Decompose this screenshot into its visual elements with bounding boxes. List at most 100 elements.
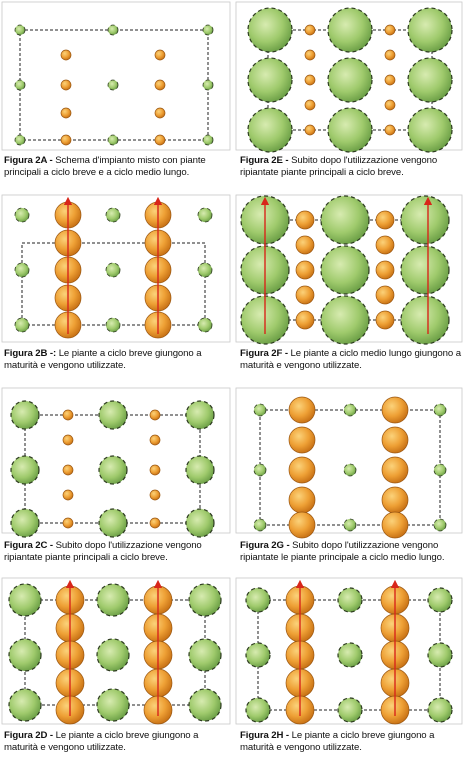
figure-label: Figura 2H - — [240, 730, 290, 741]
fruit-plant — [149, 517, 161, 529]
tree — [98, 400, 128, 430]
fruit-plant — [384, 24, 396, 36]
tree — [337, 697, 363, 723]
fruit-plant — [60, 79, 72, 91]
tree — [14, 24, 26, 36]
panel-frame — [1, 1, 231, 151]
tree — [197, 317, 213, 333]
fruit-plant — [288, 396, 316, 424]
tree — [247, 107, 293, 153]
tree — [400, 245, 450, 295]
tree — [96, 688, 130, 722]
plot-outline — [21, 242, 206, 326]
tree — [433, 463, 447, 477]
fruit-plant — [375, 235, 395, 255]
tree — [337, 642, 363, 668]
tree — [343, 463, 357, 477]
tree — [14, 207, 30, 223]
tree — [407, 57, 453, 103]
tree — [247, 57, 293, 103]
caption: Figura 2H - Le piante a ciclo breve giun… — [240, 730, 462, 754]
figure-label: Figura 2E - — [240, 155, 289, 166]
panel-frame — [1, 577, 231, 725]
figure-label: Figura 2D - — [4, 730, 54, 741]
tree — [188, 583, 222, 617]
tree — [247, 7, 293, 53]
fruit-plant — [375, 310, 395, 330]
fruit-plant — [381, 396, 409, 424]
fruit-plant — [295, 210, 315, 230]
fruit-plant — [149, 464, 161, 476]
fruit-plant — [375, 260, 395, 280]
fruit-plant — [60, 134, 72, 146]
caption: Figura 2B -: Le piante a ciclo breve giu… — [4, 348, 232, 372]
fruit-plant — [288, 511, 316, 539]
tree — [433, 403, 447, 417]
fruit-plant — [295, 310, 315, 330]
tree — [185, 455, 215, 485]
tree — [10, 455, 40, 485]
tree — [245, 697, 271, 723]
fruit-plant — [62, 464, 74, 476]
tree — [327, 57, 373, 103]
tree — [427, 697, 453, 723]
fruit-plant — [288, 486, 316, 514]
fruit-plant — [381, 426, 409, 454]
tree — [320, 245, 370, 295]
fruit-plant — [288, 456, 316, 484]
figure-caption: Le piante a ciclo breve giungono a matur… — [240, 730, 435, 753]
fruit-plant — [304, 99, 316, 111]
fruit-plant — [149, 434, 161, 446]
fruit-plant — [149, 489, 161, 501]
fruit-plant — [60, 107, 72, 119]
tree — [105, 262, 121, 278]
figure-label: Figura 2A - — [4, 155, 53, 166]
fruit-plant — [62, 517, 74, 529]
fruit-plant — [295, 260, 315, 280]
fruit-plant — [304, 49, 316, 61]
tree — [202, 24, 214, 36]
figure-label: Figura 2C - — [4, 540, 54, 551]
tree — [8, 583, 42, 617]
tree — [98, 455, 128, 485]
figure-caption: Le piante a ciclo breve giungono a matur… — [4, 348, 202, 371]
panel-frame — [235, 387, 463, 534]
tree — [253, 403, 267, 417]
tree — [14, 134, 26, 146]
fruit-plant — [304, 24, 316, 36]
tree — [327, 7, 373, 53]
tree — [197, 262, 213, 278]
figure-caption: Schema d'impianto misto con piante princ… — [4, 155, 206, 178]
tree — [253, 463, 267, 477]
figure-caption: Le piante a ciclo medio lungo giungono a… — [240, 348, 461, 371]
tree — [96, 638, 130, 672]
fruit-plant — [295, 235, 315, 255]
tree — [8, 688, 42, 722]
tree — [407, 7, 453, 53]
fruit-plant — [304, 124, 316, 136]
figure-caption: Subito dopo l'utilizzazione vengono ripi… — [240, 155, 438, 178]
fruit-plant — [304, 74, 316, 86]
fruit-plant — [375, 285, 395, 305]
fruit-plant — [384, 49, 396, 61]
tree — [107, 134, 119, 146]
tree — [245, 587, 271, 613]
tree — [197, 207, 213, 223]
tree — [427, 642, 453, 668]
tree — [400, 195, 450, 245]
tree — [427, 587, 453, 613]
fruit-plant — [60, 49, 72, 61]
caption: Figura 2A - Schema d'impianto misto con … — [4, 155, 232, 179]
figure-caption: Subito dopo l'utilizzazione vengono ripi… — [240, 540, 445, 563]
fruit-plant — [384, 99, 396, 111]
fruit-plant — [154, 134, 166, 146]
fruit-plant — [154, 79, 166, 91]
fruit-plant — [375, 210, 395, 230]
fruit-plant — [384, 74, 396, 86]
figure-label: Figura 2G - — [240, 540, 290, 551]
tree — [253, 518, 267, 532]
tree — [343, 518, 357, 532]
fruit-plant — [288, 426, 316, 454]
tree — [202, 79, 214, 91]
